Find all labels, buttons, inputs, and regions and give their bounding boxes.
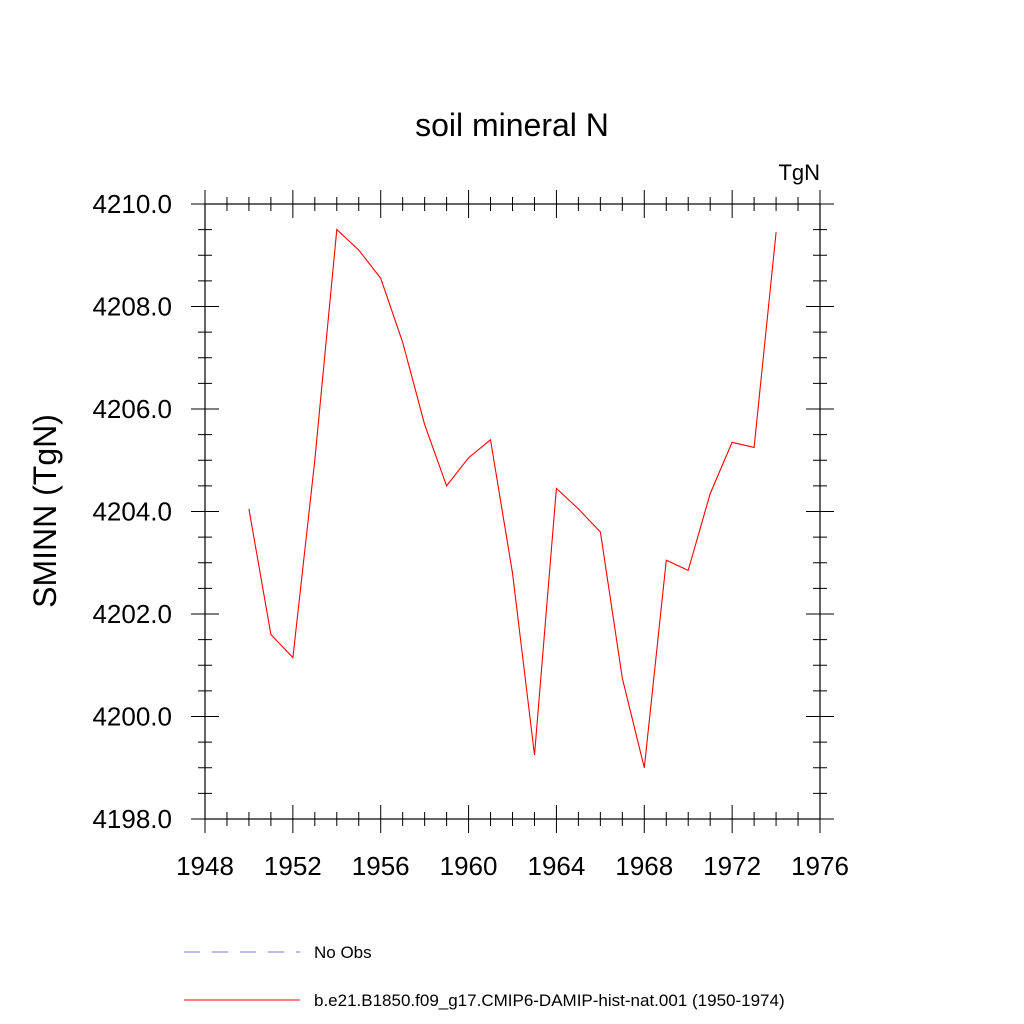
y-tick-label: 4210.0: [92, 189, 172, 219]
x-tick-label: 1952: [264, 851, 322, 881]
series-line: [248, 228, 777, 768]
x-tick-label: 1968: [615, 851, 673, 881]
x-tick-label: 1964: [528, 851, 586, 881]
x-tick-label: 1960: [440, 851, 498, 881]
x-tick-label: 1972: [703, 851, 761, 881]
legend-label: b.e21.B1850.f09_g17.CMIP6-DAMIP-hist-nat…: [314, 991, 785, 1010]
units-label: TgN: [778, 160, 820, 185]
x-tick-label: 1948: [176, 851, 234, 881]
tick-labels: 1948 1952 1956 1960 1964 1968 1972 1976 4198.0 42…: [92, 189, 848, 881]
y-tick-label: 4202.0: [92, 599, 172, 629]
series-layer: [248, 228, 777, 768]
y-tick-label: 4204.0: [92, 497, 172, 527]
y-tick-label: 4200.0: [92, 702, 172, 732]
chart-title: soil mineral N: [415, 107, 609, 143]
x-tick-label: 1956: [352, 851, 410, 881]
legend: No Obs b.e21.B1850.f09_g17.CMIP6-DAMIP-hi…: [184, 943, 785, 1010]
legend-label: No Obs: [314, 943, 372, 962]
y-axis-title: SMINN (TgN): [27, 414, 63, 608]
axis-ticks: [191, 190, 834, 833]
x-tick-label: 1976: [791, 851, 849, 881]
y-tick-label: 4198.0: [92, 804, 172, 834]
y-tick-label: 4206.0: [92, 394, 172, 424]
plot-frame: [204, 203, 821, 820]
y-tick-label: 4208.0: [92, 292, 172, 322]
